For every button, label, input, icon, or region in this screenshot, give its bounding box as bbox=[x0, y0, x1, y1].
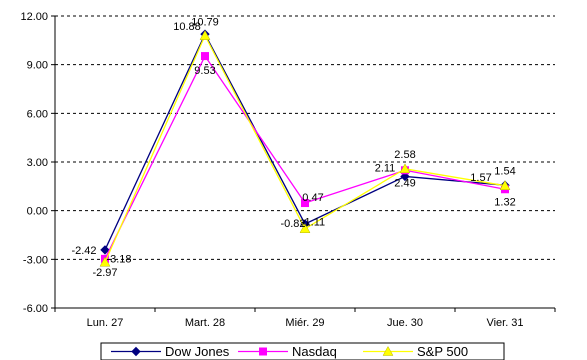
data-labels: -2.42 10.88 -0.82 2.11 1.57 -2.97 9.53 0.47 2.49… bbox=[71, 17, 515, 279]
y-tick-label: 3.00 bbox=[27, 157, 48, 169]
data-label: 1.57 bbox=[470, 172, 491, 184]
x-tick-label: Miér. 29 bbox=[285, 317, 324, 329]
data-point bbox=[299, 223, 311, 233]
data-point bbox=[400, 171, 410, 182]
x-tick-label: Mart. 28 bbox=[185, 317, 225, 329]
data-label: -2.97 bbox=[92, 267, 117, 279]
series-group bbox=[99, 29, 511, 267]
data-label: 1.32 bbox=[494, 196, 515, 208]
legend-marker bbox=[259, 347, 267, 356]
data-point bbox=[399, 163, 411, 174]
legend: Dow Jones Nasdaq S&P 500 bbox=[100, 342, 505, 360]
legend-marker bbox=[131, 346, 141, 357]
data-label: 2.49 bbox=[394, 177, 415, 189]
data-label: 1.54 bbox=[494, 166, 515, 178]
legend-label: Dow Jones bbox=[165, 344, 230, 359]
y-tick-label: 12.00 bbox=[20, 11, 48, 23]
data-label: -2.42 bbox=[71, 245, 96, 257]
x-tick-label: Vier. 31 bbox=[486, 317, 523, 329]
data-point bbox=[499, 180, 511, 190]
y-axis-ticks: 12.00 9.00 6.00 3.00 0.00 -3.00 -6.00 bbox=[20, 11, 55, 315]
data-label: 2.58 bbox=[394, 149, 415, 161]
data-label: 10.88 bbox=[173, 21, 201, 33]
y-tick-label: -6.00 bbox=[23, 303, 48, 315]
data-label: -0.82 bbox=[280, 218, 305, 230]
data-point bbox=[201, 52, 209, 61]
x-tick-label: Jue. 30 bbox=[387, 317, 423, 329]
data-label: -3.18 bbox=[106, 253, 131, 265]
data-label: -1.11 bbox=[301, 217, 325, 229]
data-label: 0.47 bbox=[302, 192, 323, 204]
data-point bbox=[100, 245, 110, 255]
data-label: 2.11 bbox=[375, 162, 396, 174]
y-tick-label: 6.00 bbox=[27, 108, 48, 120]
y-tick-label: -3.00 bbox=[23, 254, 48, 266]
x-tick-label: Lun. 27 bbox=[87, 317, 124, 329]
data-point bbox=[199, 30, 211, 40]
legend-marker bbox=[382, 345, 394, 356]
y-tick-label: 9.00 bbox=[27, 60, 48, 72]
x-axis-ticks: Lun. 27 Mart. 28 Miér. 29 Jue. 30 Vier. 31 bbox=[54, 308, 556, 329]
data-point bbox=[301, 199, 309, 208]
data-label: 9.53 bbox=[194, 65, 215, 77]
data-point bbox=[99, 256, 111, 267]
data-label: 10.79 bbox=[191, 17, 219, 29]
legend-label: Nasdaq bbox=[292, 344, 337, 359]
legend-label: S&P 500 bbox=[417, 344, 468, 359]
y-tick-label: 0.00 bbox=[27, 206, 48, 218]
legend-box bbox=[100, 342, 505, 360]
